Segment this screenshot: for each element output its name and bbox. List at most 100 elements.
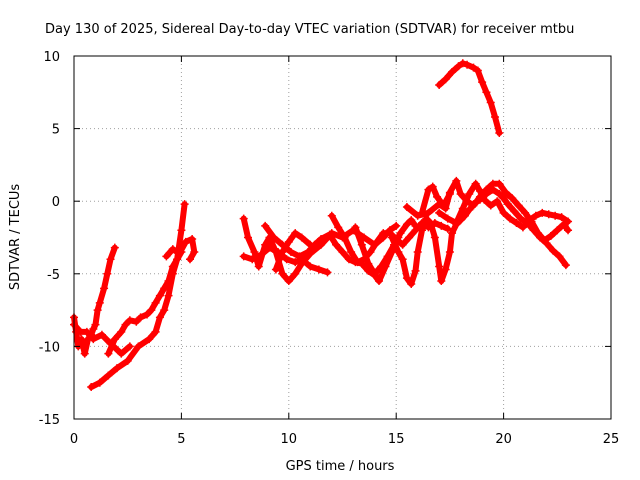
data-point	[89, 335, 98, 344]
data-point	[80, 349, 89, 358]
data-point	[106, 255, 115, 264]
data-point	[340, 233, 349, 242]
data-point	[117, 327, 126, 336]
data-point	[525, 216, 534, 225]
data-point	[95, 378, 104, 387]
data-point	[491, 112, 500, 121]
data-point	[278, 269, 287, 278]
data-point	[103, 269, 112, 278]
data-point	[181, 237, 190, 246]
data-point	[347, 248, 356, 257]
data-point	[437, 277, 446, 286]
data-point	[402, 220, 411, 229]
y-tick-label: -10	[39, 340, 60, 355]
data-point	[353, 258, 362, 267]
data-point	[463, 60, 472, 69]
data-point	[87, 383, 96, 392]
data-point	[297, 233, 306, 242]
data-point	[564, 226, 573, 235]
data-point	[136, 313, 145, 322]
data-point	[435, 262, 444, 271]
data-point	[445, 248, 454, 257]
data-point	[306, 240, 315, 249]
data-point	[112, 364, 121, 373]
data-trace-16	[436, 60, 503, 136]
data-point	[518, 223, 527, 232]
data-point	[177, 226, 186, 235]
data-point	[426, 218, 435, 227]
markers-trace-16	[435, 59, 504, 137]
data-point	[439, 201, 448, 210]
data-point	[495, 189, 504, 198]
data-point	[553, 226, 562, 235]
data-point	[501, 188, 510, 197]
data-point	[428, 182, 437, 191]
data-trace-9	[272, 230, 314, 273]
data-point	[398, 255, 407, 264]
data-point	[254, 262, 263, 271]
data-point	[473, 66, 482, 75]
data-point	[469, 63, 478, 72]
data-point	[531, 211, 540, 220]
y-tick-label: -5	[47, 268, 60, 283]
data-point	[91, 320, 100, 329]
data-point	[286, 248, 295, 257]
x-tick-label: 10	[281, 432, 298, 447]
x-tick-label: 5	[177, 432, 185, 447]
data-point	[417, 208, 426, 217]
plot-frame	[73, 55, 612, 420]
data-point	[248, 255, 257, 264]
tick-layer: 0 5 10 15 20 25 -15 -10 -5 0 5 10	[39, 50, 620, 447]
data-point	[100, 284, 109, 293]
data-point	[104, 371, 113, 380]
x-axis-label: GPS time / hours	[286, 459, 395, 474]
data-point	[387, 233, 396, 242]
data-point	[433, 192, 442, 201]
data-point	[160, 284, 169, 293]
data-point	[132, 317, 141, 326]
data-point	[402, 274, 411, 283]
data-point	[291, 229, 300, 238]
data-point	[482, 88, 491, 97]
y-tick-label: 0	[52, 195, 60, 210]
data-point	[147, 306, 156, 315]
data-point	[306, 262, 315, 271]
data-point	[317, 234, 326, 243]
data-point	[151, 327, 160, 336]
data-point	[89, 324, 98, 333]
data-point	[97, 330, 106, 339]
data-point	[435, 81, 444, 90]
data-point	[370, 269, 379, 278]
grid-layer	[74, 56, 611, 419]
data-point	[164, 277, 173, 286]
data-point	[551, 211, 560, 220]
data-point	[540, 236, 549, 245]
data-point	[95, 298, 104, 307]
data-point	[366, 248, 375, 257]
data-point	[430, 233, 439, 242]
data-point	[168, 245, 177, 254]
data-point	[377, 262, 386, 271]
data-point	[82, 327, 91, 336]
data-point	[125, 342, 134, 351]
data-point	[538, 208, 547, 217]
data-point	[190, 248, 199, 257]
data-point	[394, 248, 403, 257]
data-point	[338, 248, 347, 257]
data-point	[278, 248, 287, 257]
markers-trace-15	[435, 179, 573, 232]
data-point	[441, 75, 450, 84]
data-point	[458, 204, 467, 213]
data-point	[443, 224, 452, 233]
x-tick-label: 15	[388, 432, 405, 447]
data-point	[123, 356, 132, 365]
data-point	[482, 185, 491, 194]
data-point	[180, 200, 189, 209]
data-point	[510, 207, 519, 216]
data-point	[344, 255, 353, 264]
data-point	[282, 255, 291, 264]
data-point	[110, 335, 119, 344]
data-point	[417, 226, 426, 235]
data-point	[334, 223, 343, 232]
data-point	[424, 185, 433, 194]
